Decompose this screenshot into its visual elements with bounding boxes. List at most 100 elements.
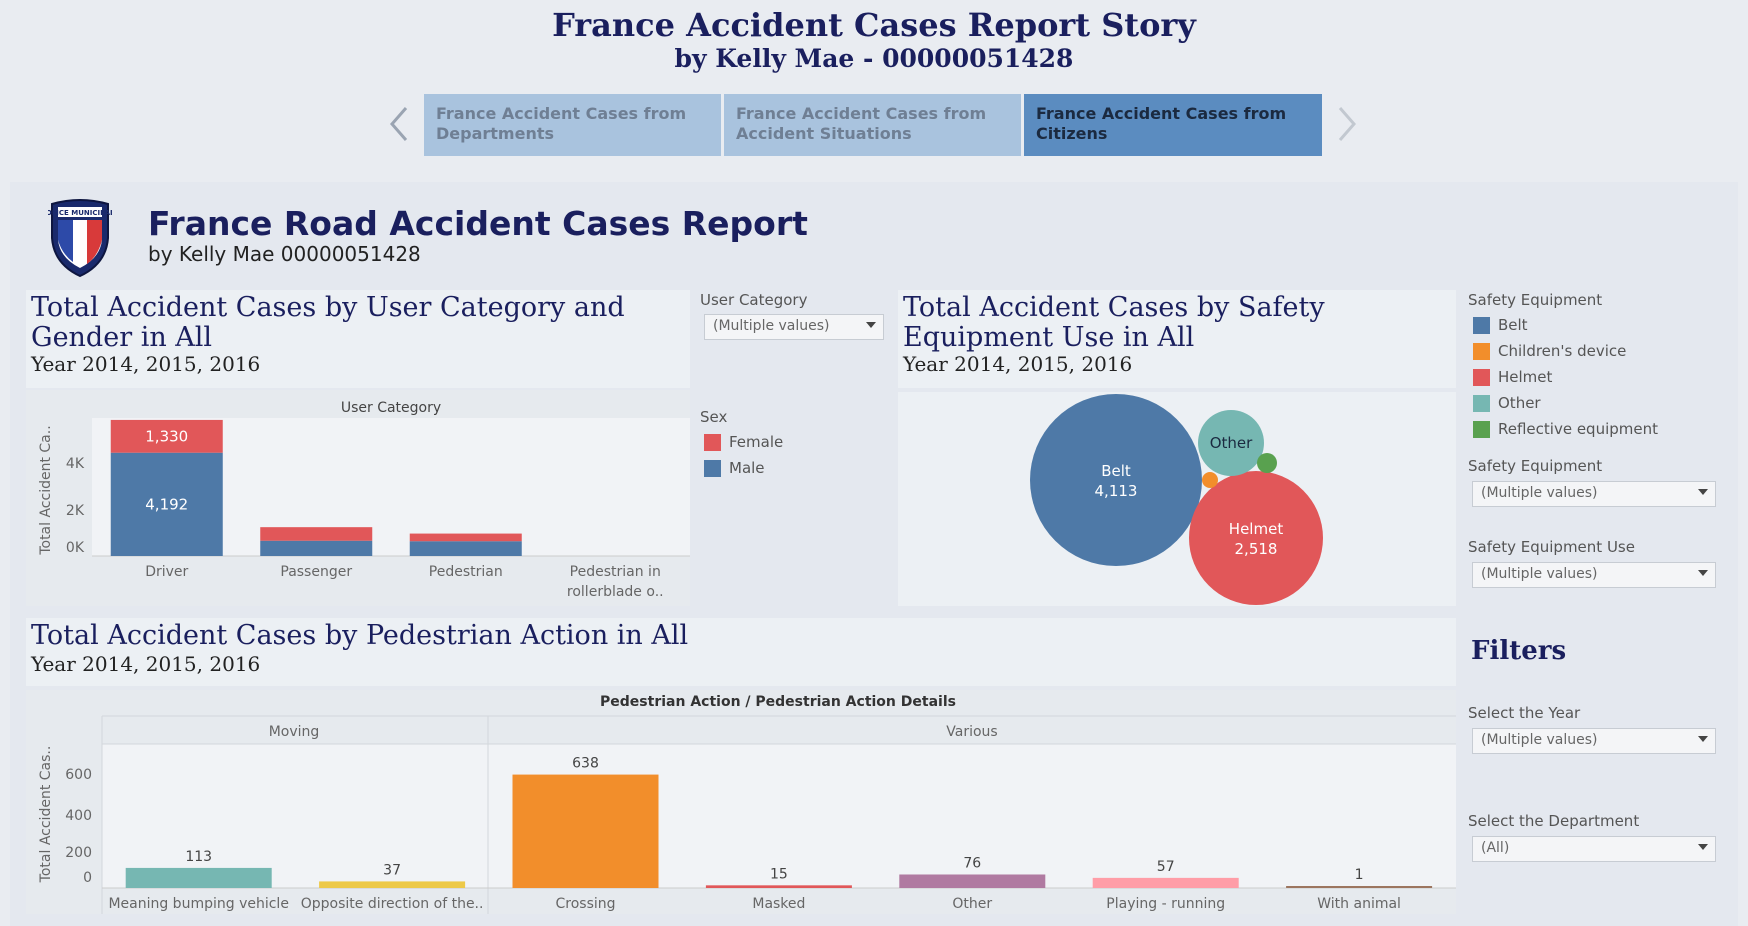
legend-label: Belt	[1498, 316, 1528, 334]
year-dropdown-value: (Multiple values)	[1481, 732, 1598, 748]
safety-equipment-use-filter-label: Safety Equipment Use	[1468, 538, 1635, 556]
legend-label: Children's device	[1498, 342, 1627, 360]
legend-item-belt[interactable]: Belt	[1473, 312, 1658, 338]
other-swatch	[1473, 395, 1490, 412]
bar-male[interactable]	[110, 452, 223, 556]
safety-chart-subtitle: Year 2014, 2015, 2016	[903, 352, 1133, 376]
bar-crossing[interactable]	[512, 774, 659, 888]
year-dropdown[interactable]: (Multiple values)	[1472, 728, 1716, 754]
tab-accident-situations[interactable]: France Accident Cases from Accident Situ…	[724, 94, 1021, 156]
x-tick-label: rollerblade o..	[567, 584, 664, 600]
bar-value-label: 76	[963, 855, 981, 871]
chevron-down-icon	[1698, 489, 1708, 495]
bar-male[interactable]	[260, 540, 373, 556]
bar-meaning-bumping-vehicle[interactable]	[125, 867, 272, 888]
bubble-other[interactable]	[1198, 410, 1264, 476]
pedestrian-panel-header: Total Accident Cases by Pedestrian Actio…	[26, 618, 1456, 686]
sex-legend: Female Male	[704, 429, 783, 481]
safety-bubble-chart: Belt 4,113 Helmet 2,518 Other	[898, 392, 1456, 606]
x-tick-label: Pedestrian in	[570, 564, 661, 580]
bar-female[interactable]	[409, 533, 522, 542]
safety-equipment-filter-label: Safety Equipment	[1468, 457, 1603, 475]
childrens-device-swatch	[1473, 343, 1490, 360]
legend-item-reflective-equipment[interactable]: Reflective equipment	[1473, 416, 1658, 442]
bubble-value-label: 4,113	[1095, 482, 1138, 500]
male-swatch	[704, 460, 721, 477]
story-subtitle: by Kelly Mae - 00000051428	[674, 44, 1074, 73]
bar-value-label: 37	[383, 862, 401, 878]
user-y-tick: 0K	[66, 540, 85, 556]
pedestrian-y-tick: 0	[83, 870, 92, 886]
chevron-down-icon	[1698, 736, 1708, 742]
filters-heading: Filters	[1471, 636, 1567, 666]
tab-departments[interactable]: France Accident Cases from Departments	[424, 94, 721, 156]
user-category-dropdown-value: (Multiple values)	[713, 318, 830, 334]
user-chart-title: Total Accident Cases by User Category an…	[31, 292, 625, 353]
legend-item-helmet[interactable]: Helmet	[1473, 364, 1658, 390]
belt-swatch	[1473, 317, 1490, 334]
safety-equipment-use-dropdown[interactable]: (Multiple values)	[1472, 562, 1716, 588]
group-various: Various	[946, 724, 997, 740]
story-title: France Accident Cases Report Story	[552, 6, 1196, 44]
safety-legend-title: Safety Equipment	[1468, 291, 1603, 309]
safety-equipment-dropdown[interactable]: (Multiple values)	[1472, 481, 1716, 507]
bar-playing-running[interactable]	[1092, 877, 1239, 888]
pedestrian-y-tick: 200	[65, 845, 92, 861]
legend-item-other[interactable]: Other	[1473, 390, 1658, 416]
user-chart-subtitle: Year 2014, 2015, 2016	[31, 352, 261, 376]
pedestrian-chart-title: Total Accident Cases by Pedestrian Actio…	[31, 620, 689, 651]
user-category-dropdown[interactable]: (Multiple values)	[704, 314, 884, 340]
bar-female[interactable]	[110, 419, 223, 453]
bar-masked[interactable]	[705, 885, 852, 888]
helmet-swatch	[1473, 369, 1490, 386]
safety-equipment-use-dropdown-value: (Multiple values)	[1481, 566, 1598, 582]
safety-legend: Belt Children's device Helmet Other Refl…	[1473, 312, 1658, 442]
bar-value-label: 57	[1157, 859, 1175, 875]
x-tick-label: Pedestrian	[429, 564, 503, 580]
legend-item-male[interactable]: Male	[704, 455, 783, 481]
user-panel-header: Total Accident Cases by User Category an…	[26, 290, 690, 388]
safety-panel-header: Total Accident Cases by Safety Equipment…	[898, 290, 1456, 388]
chevron-left-icon[interactable]	[388, 104, 412, 151]
legend-label: Female	[729, 433, 784, 451]
legend-label: Reflective equipment	[1498, 420, 1658, 438]
x-tick-label: Playing - running	[1106, 896, 1225, 912]
department-filter-label: Select the Department	[1468, 812, 1640, 830]
bar-value-label: 1	[1355, 867, 1364, 883]
legend-label: Male	[729, 459, 765, 477]
bubble-belt[interactable]	[1030, 394, 1202, 566]
bar-male[interactable]	[409, 541, 522, 556]
bar-opposite-direction-of-the-[interactable]	[319, 881, 466, 888]
logo-text: POLICE MUNICIPALE	[48, 209, 112, 217]
x-tick-label: Other	[952, 896, 992, 912]
bar-other[interactable]	[899, 874, 1046, 888]
department-dropdown[interactable]: (All)	[1472, 836, 1716, 862]
bar-with-animal[interactable]	[1286, 886, 1433, 888]
dashboard-author: by Kelly Mae 00000051428	[148, 242, 421, 266]
bubble-helmet[interactable]	[1189, 471, 1323, 605]
group-moving: Moving	[269, 724, 320, 740]
x-tick-label: Meaning bumping vehicle	[108, 896, 289, 912]
safety-chart-title: Total Accident Cases by Safety Equipment…	[903, 292, 1325, 353]
tab-citizens[interactable]: France Accident Cases from Citizens	[1024, 94, 1322, 156]
bubble-label: Belt	[1101, 462, 1131, 480]
chevron-down-icon	[866, 322, 876, 328]
bar-female[interactable]	[260, 527, 373, 541]
user-category-filter-label: User Category	[700, 291, 808, 309]
legend-item-childrens-device[interactable]: Children's device	[1473, 338, 1658, 364]
chevron-down-icon	[1698, 570, 1708, 576]
x-tick-label: Masked	[752, 896, 805, 912]
user-category-header: User Category	[341, 400, 441, 416]
chevron-down-icon	[1698, 844, 1708, 850]
chevron-right-icon[interactable]	[1334, 104, 1358, 151]
police-badge-logo: POLICE MUNICIPALE	[41, 198, 119, 282]
bubble-children-s-device[interactable]	[1202, 472, 1218, 488]
bubble-reflective-equipment[interactable]	[1257, 453, 1277, 473]
reflective-swatch	[1473, 421, 1490, 438]
legend-item-female[interactable]: Female	[704, 429, 783, 455]
legend-label: Other	[1498, 394, 1541, 412]
bubble-label: Helmet	[1229, 520, 1284, 538]
pedestrian-y-axis-label: Total Accident Cas..	[38, 746, 54, 884]
bar-value-label: 15	[770, 866, 788, 882]
legend-label: Helmet	[1498, 368, 1553, 386]
